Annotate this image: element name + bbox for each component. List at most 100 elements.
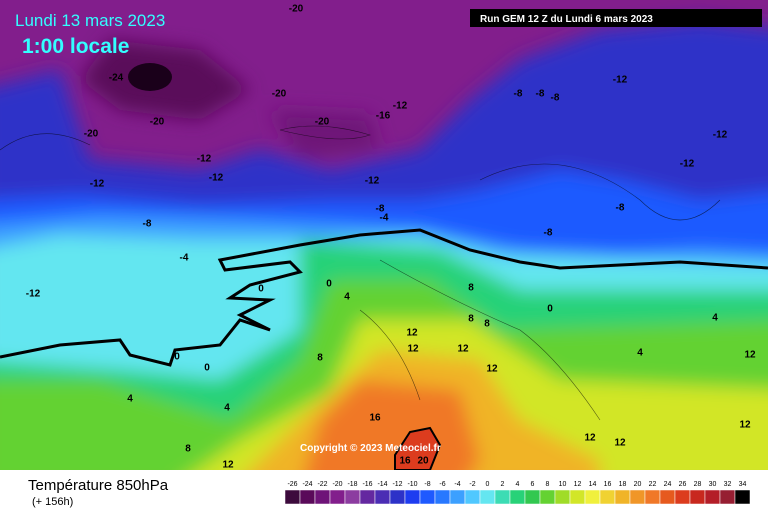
legend-swatch bbox=[464, 489, 481, 505]
legend-label: -22 bbox=[317, 481, 327, 488]
legend-swatch bbox=[629, 489, 646, 505]
contour-label: -8 bbox=[544, 228, 553, 239]
contour-label: 4 bbox=[127, 394, 133, 405]
contour-label: 8 bbox=[185, 444, 191, 455]
legend-label: 20 bbox=[634, 481, 642, 488]
legend-label: 18 bbox=[619, 481, 627, 488]
legend-label: 22 bbox=[649, 481, 657, 488]
legend-label: -14 bbox=[377, 481, 387, 488]
contour-label: 0 bbox=[547, 304, 553, 315]
contour-label: 16 bbox=[399, 456, 411, 467]
warm-core bbox=[394, 426, 442, 470]
legend-swatch bbox=[449, 489, 466, 505]
legend-swatch bbox=[524, 489, 541, 505]
run-info: Run GEM 12 Z du Lundi 6 mars 2023 bbox=[480, 14, 653, 25]
cold-core bbox=[128, 63, 172, 91]
contour-label: -8 bbox=[376, 204, 385, 215]
legend-label: 34 bbox=[739, 481, 747, 488]
contour-label: -20 bbox=[315, 117, 330, 128]
contour-label: 8 bbox=[468, 283, 474, 294]
contour-label: -4 bbox=[380, 213, 389, 224]
contour-label: 0 bbox=[204, 363, 210, 374]
legend-label: -24 bbox=[302, 481, 312, 488]
contour-label: 8 bbox=[468, 314, 474, 325]
contour-labels: -20-24-20-20-20-20-16-12-12-12-12 -12-12-… bbox=[26, 4, 756, 471]
contour-label: -12 bbox=[26, 289, 41, 300]
legend-swatch bbox=[539, 489, 556, 505]
contour-label: 12 bbox=[584, 433, 596, 444]
legend-swatch bbox=[404, 489, 421, 505]
contour-label: -24 bbox=[109, 73, 124, 84]
contour-label: -12 bbox=[197, 154, 212, 165]
legend-label: 16 bbox=[604, 481, 612, 488]
legend-label: 24 bbox=[664, 481, 672, 488]
legend-swatch bbox=[569, 489, 586, 505]
legend-swatch bbox=[434, 489, 451, 505]
legend-swatch bbox=[644, 489, 661, 505]
legend-label: -26 bbox=[287, 481, 297, 488]
coastlines bbox=[0, 125, 721, 421]
legend-swatch bbox=[584, 489, 601, 505]
legend-swatch bbox=[374, 489, 391, 505]
legend-swatch bbox=[509, 489, 526, 505]
legend-swatch bbox=[284, 489, 301, 505]
legend-swatch bbox=[554, 489, 571, 505]
legend-label: -2 bbox=[469, 481, 475, 488]
temperature-field: -20-24-20-20-20-20-16-12-12-12-12 -12-12-… bbox=[0, 0, 768, 471]
legend-swatch bbox=[599, 489, 616, 505]
legend-swatch bbox=[734, 489, 751, 505]
valid-time: 1:00 locale bbox=[22, 35, 129, 58]
legend-swatch bbox=[674, 489, 691, 505]
zero-isotherm bbox=[0, 228, 768, 367]
legend-label: -8 bbox=[424, 481, 430, 488]
contour-label: -20 bbox=[150, 117, 165, 128]
contour-label: -12 bbox=[209, 173, 224, 184]
legend-label: 30 bbox=[709, 481, 717, 488]
contour-label: 8 bbox=[317, 353, 323, 364]
legend-label: 0 bbox=[486, 481, 490, 488]
contour-label: -20 bbox=[84, 129, 99, 140]
legend-swatch bbox=[314, 489, 331, 505]
contour-label: -12 bbox=[393, 101, 408, 112]
legend-label: 10 bbox=[559, 481, 567, 488]
contour-label: 20 bbox=[417, 456, 429, 467]
legend-swatch bbox=[704, 489, 721, 505]
footer-title: Température 850hPa bbox=[28, 477, 169, 494]
contour-label: -8 bbox=[536, 89, 545, 100]
run-box bbox=[470, 9, 762, 27]
legend-label: 26 bbox=[679, 481, 687, 488]
legend-label: 4 bbox=[516, 481, 520, 488]
legend-label: 6 bbox=[531, 481, 535, 488]
legend-swatch bbox=[299, 489, 316, 505]
contour-label: 12 bbox=[406, 328, 418, 339]
legend-swatch bbox=[419, 489, 436, 505]
legend-label: 12 bbox=[574, 481, 582, 488]
contour-label: 16 bbox=[369, 413, 381, 424]
contour-label: 0 bbox=[326, 279, 332, 290]
contour-label: 0 bbox=[258, 284, 264, 295]
contour-label: 0 bbox=[174, 352, 180, 363]
legend-swatch bbox=[329, 489, 346, 505]
contour-label: -12 bbox=[90, 179, 105, 190]
legend-swatch bbox=[494, 489, 511, 505]
contour-label: -4 bbox=[180, 253, 189, 264]
contour-label: 4 bbox=[712, 313, 718, 324]
contour-label: -20 bbox=[289, 4, 304, 15]
legend-label: -6 bbox=[439, 481, 445, 488]
contour-label: -12 bbox=[713, 130, 728, 141]
contour-label: 12 bbox=[222, 460, 234, 471]
legend-swatch bbox=[479, 489, 496, 505]
legend-label: -4 bbox=[454, 481, 460, 488]
contour-label: 12 bbox=[407, 344, 419, 355]
legend-label: 2 bbox=[501, 481, 505, 488]
legend-label: 14 bbox=[589, 481, 597, 488]
legend-swatch bbox=[614, 489, 631, 505]
contour-label: 12 bbox=[614, 438, 626, 449]
legend-swatch bbox=[689, 489, 706, 505]
legend-swatch bbox=[344, 489, 361, 505]
contour-label: 12 bbox=[486, 364, 498, 375]
contour-label: -8 bbox=[616, 203, 625, 214]
contour-label: -8 bbox=[514, 89, 523, 100]
lead-time: (+ 156h) bbox=[32, 496, 73, 508]
